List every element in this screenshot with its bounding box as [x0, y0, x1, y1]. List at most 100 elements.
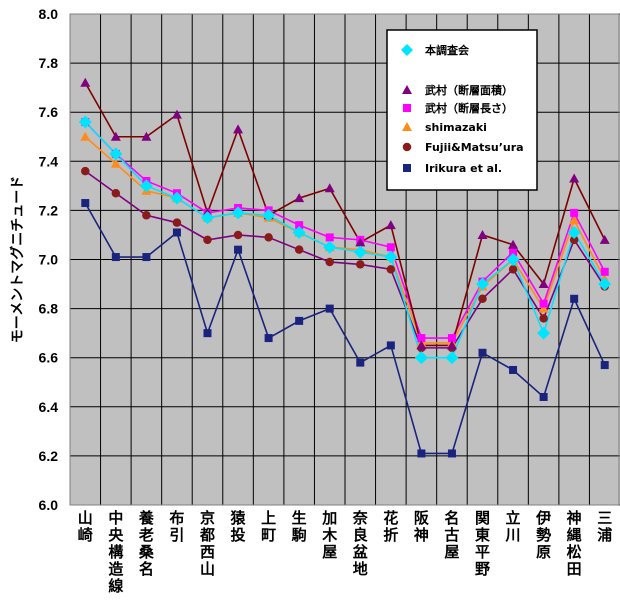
data-point	[203, 235, 212, 245]
x-tick-label: 奈良盆地	[352, 509, 369, 578]
legend-swatch	[402, 122, 412, 131]
data-point	[384, 250, 398, 264]
x-tick-label: 神縄松田	[567, 509, 582, 578]
legend-box	[386, 29, 538, 191]
data-point	[386, 265, 396, 274]
data-point	[294, 245, 304, 254]
data-point	[324, 183, 335, 193]
data-point	[171, 109, 182, 119]
data-point	[295, 221, 304, 230]
x-tick-label: 養老桑名	[138, 509, 155, 578]
data-point	[417, 449, 426, 458]
data-point	[110, 131, 121, 141]
data-point	[414, 351, 428, 365]
data-point	[356, 358, 365, 367]
data-point	[356, 260, 365, 269]
data-point	[231, 206, 245, 220]
y-tick-label: 7.2	[39, 202, 59, 218]
data-point	[447, 334, 456, 343]
data-point	[537, 326, 551, 340]
y-tick-label: 7.8	[39, 55, 59, 71]
x-tick-label: 京都西山	[199, 509, 215, 578]
x-tick-label: 上町	[261, 509, 276, 544]
legend-label: 武村（断層面積）	[425, 83, 513, 97]
data-point	[294, 193, 305, 203]
y-tick-label: 7.0	[39, 252, 59, 268]
data-point	[323, 240, 337, 254]
data-point	[325, 233, 334, 242]
legend-swatch	[401, 44, 413, 56]
x-tick-label: 名古屋	[444, 509, 459, 561]
data-point	[142, 253, 151, 262]
data-point	[292, 225, 306, 239]
x-tick-label: 布引	[169, 509, 184, 544]
data-point	[416, 340, 427, 350]
data-point	[570, 294, 579, 303]
data-point	[170, 191, 184, 205]
data-point	[203, 329, 212, 338]
data-point	[539, 299, 548, 308]
data-point	[139, 179, 153, 193]
data-point	[172, 228, 181, 237]
data-point	[386, 243, 395, 252]
data-point	[111, 253, 120, 262]
data-point	[111, 188, 121, 198]
x-tick-label: 山崎	[78, 509, 93, 544]
legend-label: Irikura et al.	[425, 162, 502, 175]
x-tick-label: 花折	[383, 509, 398, 544]
data-point	[509, 365, 518, 374]
data-point	[110, 158, 121, 168]
series-line	[84, 121, 606, 359]
data-point	[325, 257, 334, 267]
x-tick-label: 加木屋	[321, 509, 338, 561]
data-point	[201, 211, 214, 225]
data-point	[233, 230, 243, 240]
legend-swatch	[402, 85, 412, 94]
data-point	[509, 248, 518, 257]
data-point	[295, 316, 304, 325]
data-point	[567, 225, 581, 239]
y-tick-label: 6.6	[39, 350, 59, 366]
data-point	[353, 245, 367, 259]
x-tick-label: 立川	[505, 509, 521, 544]
data-point	[78, 115, 92, 129]
x-tick-label: 中央構造線	[108, 509, 124, 595]
data-point	[325, 304, 334, 313]
data-point	[81, 199, 90, 208]
data-point	[476, 277, 489, 291]
data-point	[142, 211, 151, 220]
x-tick-label: 伊勢原	[535, 509, 551, 561]
x-tick-label: 阪神	[414, 509, 430, 544]
y-tick-label: 8.0	[39, 6, 59, 22]
data-point	[538, 303, 549, 313]
data-point	[386, 341, 395, 350]
legend-swatch	[402, 142, 412, 152]
data-point	[569, 215, 580, 225]
data-point	[385, 220, 396, 230]
legend-label: Fujii&Matsu’ura	[425, 141, 524, 154]
series-line	[84, 82, 606, 347]
data-point	[262, 208, 276, 222]
y-tick-label: 6.8	[39, 301, 59, 317]
x-tick-label: 猿投	[230, 509, 247, 544]
plot-frame	[69, 13, 620, 506]
series-markers	[78, 77, 612, 458]
legend-label: shimazaki	[425, 121, 487, 134]
y-tick-label: 6.0	[39, 497, 59, 513]
data-point	[569, 173, 580, 183]
data-point	[478, 348, 487, 357]
data-point	[478, 294, 487, 304]
data-point	[141, 131, 152, 141]
data-point	[355, 237, 366, 247]
data-point	[109, 147, 123, 161]
legend-swatch	[403, 164, 411, 172]
data-point	[477, 229, 488, 239]
data-point	[506, 253, 520, 266]
data-point	[538, 279, 549, 289]
y-axis-ticks: 6.0 6.2 6.4 6.6 6.8 7.0 7.2 7.4 7.6 7.8 8.0	[39, 6, 59, 513]
data-point	[539, 314, 548, 323]
x-tick-label: 生駒	[292, 509, 307, 544]
